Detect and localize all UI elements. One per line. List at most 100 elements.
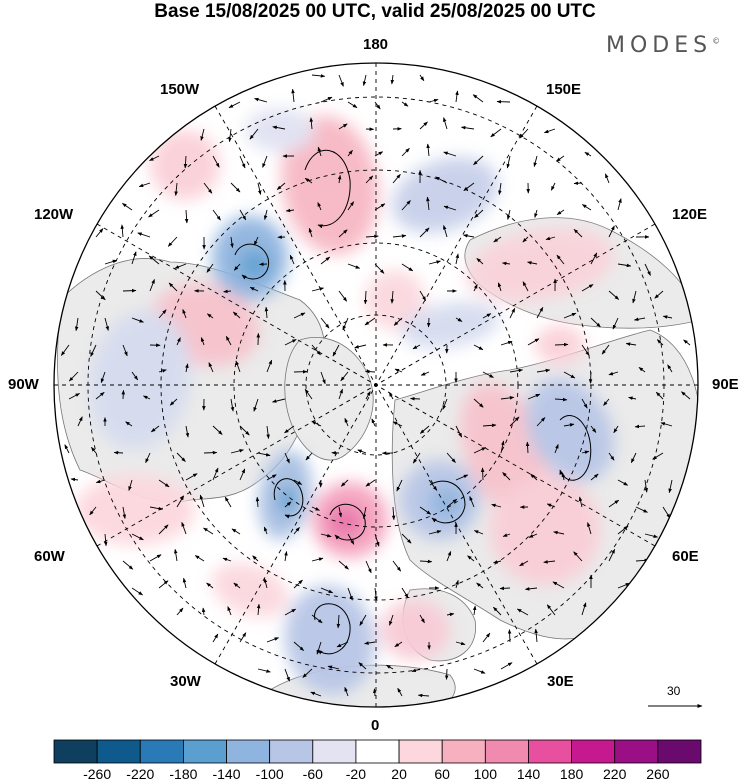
wind-vector xyxy=(230,398,235,412)
circulation-line xyxy=(273,478,304,519)
wind-vector xyxy=(590,425,597,433)
wind-vector xyxy=(168,282,178,292)
wind-vector xyxy=(417,693,430,698)
wind-vector xyxy=(68,393,80,400)
circulation-line xyxy=(329,503,366,541)
wind-vector xyxy=(397,687,403,697)
colorbar-swatch xyxy=(53,739,98,764)
wind-vector xyxy=(660,422,673,427)
wind-vector xyxy=(554,397,568,402)
wind-vector xyxy=(390,290,395,304)
colorbar-swatch xyxy=(182,739,227,764)
wind-vector xyxy=(174,263,187,269)
wind-vector xyxy=(474,209,484,219)
wind-vector xyxy=(371,418,376,427)
wind-vector xyxy=(293,579,303,589)
wind-vector xyxy=(443,151,457,157)
anom-neg-beaufort xyxy=(400,301,500,349)
wind-vector xyxy=(587,522,592,535)
wind-vector xyxy=(293,312,306,319)
circulation-line xyxy=(234,243,270,280)
anom-pos-mid-atlantic xyxy=(211,562,289,618)
wind-vector xyxy=(253,398,259,412)
wind-vector xyxy=(284,501,292,508)
wind-vector xyxy=(500,340,513,346)
wind-vector xyxy=(401,200,411,211)
wind-vector xyxy=(667,364,673,373)
wind-vector xyxy=(482,313,492,319)
wind-vector xyxy=(239,209,247,221)
wind-vector xyxy=(584,151,592,157)
wind-vector xyxy=(182,577,187,589)
wind-vector xyxy=(472,94,484,103)
wind-vector xyxy=(617,198,622,211)
wind-vector xyxy=(617,263,632,268)
wind-vector xyxy=(455,579,459,589)
wind-vector xyxy=(501,261,511,266)
colorbar-swatch xyxy=(571,739,616,764)
wind-vector xyxy=(482,371,494,378)
wind-vector xyxy=(662,315,673,319)
wind-vector xyxy=(311,287,325,292)
wind-vector xyxy=(311,344,321,356)
wind-vector xyxy=(212,467,219,481)
wind-vector xyxy=(608,225,615,238)
wind-vector xyxy=(654,290,664,299)
wind-vector xyxy=(212,425,223,435)
wind-vector xyxy=(284,338,297,346)
wind-vector xyxy=(476,582,484,589)
wind-vector xyxy=(185,363,189,373)
wind-vector xyxy=(502,533,511,537)
wind-vector xyxy=(95,290,106,301)
wind-vector xyxy=(534,209,538,218)
wind-vector xyxy=(455,253,460,265)
wind-vector xyxy=(212,633,219,643)
colorbar-swatch xyxy=(614,739,659,764)
wind-vector xyxy=(364,369,376,374)
land-greenland xyxy=(284,337,374,461)
wind-vector xyxy=(630,452,637,464)
wind-vector xyxy=(363,290,368,305)
wind-vector xyxy=(200,337,205,346)
wind-vector xyxy=(185,473,198,481)
wind-vector xyxy=(347,263,361,269)
wind-vector xyxy=(257,182,262,195)
wind-vector xyxy=(253,236,259,246)
wind-vector xyxy=(128,479,133,491)
graticule xyxy=(54,63,698,707)
wind-vector xyxy=(581,602,587,616)
wind-vector xyxy=(302,668,313,678)
wind-vector xyxy=(90,344,97,357)
wind-vector xyxy=(125,421,133,427)
wind-vector xyxy=(176,337,181,346)
anom-neg-labrador-core xyxy=(278,486,298,514)
lon-label-90w: 90W xyxy=(8,376,39,393)
wind-vector xyxy=(633,317,646,322)
wind-vector xyxy=(509,368,524,373)
wind-vector xyxy=(412,452,421,464)
wind-vector xyxy=(311,614,323,624)
wind-vector xyxy=(256,603,261,616)
wind-vector xyxy=(284,551,288,562)
wind-vector xyxy=(176,607,184,616)
wind-vector xyxy=(293,479,303,485)
colorbar-tick-label: 180 xyxy=(559,766,584,782)
wind-vector xyxy=(263,209,268,221)
colorbar-tick-label: -100 xyxy=(255,766,284,782)
wind-vector xyxy=(522,236,529,243)
wind-vector xyxy=(443,224,448,238)
wind-vector xyxy=(536,417,546,427)
wind-vector xyxy=(89,506,97,516)
wind-vector xyxy=(506,209,511,220)
wind-vector xyxy=(668,479,673,494)
wind-vector xyxy=(169,398,178,406)
wind-vector xyxy=(122,344,128,357)
wind-vector xyxy=(74,317,79,332)
wind-vector xyxy=(362,74,367,87)
wind-vector xyxy=(158,369,167,373)
wind-vector xyxy=(342,317,349,331)
wind-vector xyxy=(473,530,484,535)
wind-vector xyxy=(158,309,167,319)
wind-vector xyxy=(428,530,442,535)
wind-vector xyxy=(305,452,313,461)
